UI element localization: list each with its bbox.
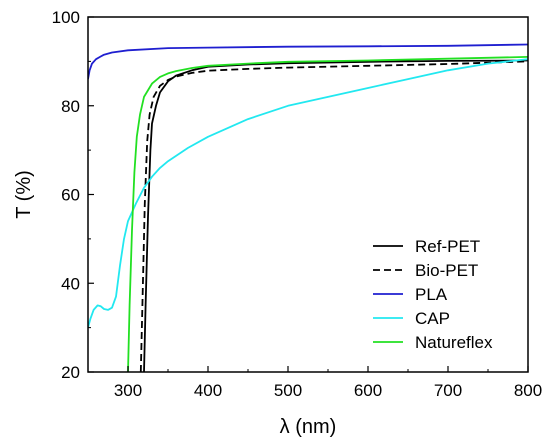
y-tick-label-60: 60 <box>61 186 80 205</box>
y-axis-label: T (%) <box>13 170 35 219</box>
plot-area <box>88 17 528 372</box>
legend-label-ref-pet: Ref-PET <box>415 237 480 256</box>
x-axis: 300 400 500 600 700 800 <box>87 366 542 400</box>
x-tick-label-600: 600 <box>354 381 382 400</box>
series-line-natureflex <box>127 56 528 372</box>
y-axis: 20 40 60 80 100 <box>52 8 94 382</box>
legend-label-cap: CAP <box>415 309 450 328</box>
y-tick-label-40: 40 <box>61 274 80 293</box>
legend: Ref-PET Bio-PET PLA CAP Natureflex <box>373 237 493 352</box>
x-tick-label-700: 700 <box>434 381 462 400</box>
legend-label-bio-pet: Bio-PET <box>415 261 478 280</box>
x-tick-label-400: 400 <box>194 381 222 400</box>
y-tick-label-80: 80 <box>61 97 80 116</box>
x-axis-label: λ (nm) <box>280 416 337 438</box>
x-tick-label-500: 500 <box>274 381 302 400</box>
series-line-cap <box>88 58 528 328</box>
y-tick-label-20: 20 <box>61 363 80 382</box>
x-tick-label-300: 300 <box>114 381 142 400</box>
series-layer <box>88 43 528 372</box>
legend-label-natureflex: Natureflex <box>415 333 493 352</box>
y-tick-label-100: 100 <box>52 8 80 27</box>
series-line-pla <box>88 43 528 80</box>
legend-label-pla: PLA <box>415 285 448 304</box>
series-line-bio-pet <box>139 60 528 372</box>
x-tick-label-800: 800 <box>514 381 542 400</box>
